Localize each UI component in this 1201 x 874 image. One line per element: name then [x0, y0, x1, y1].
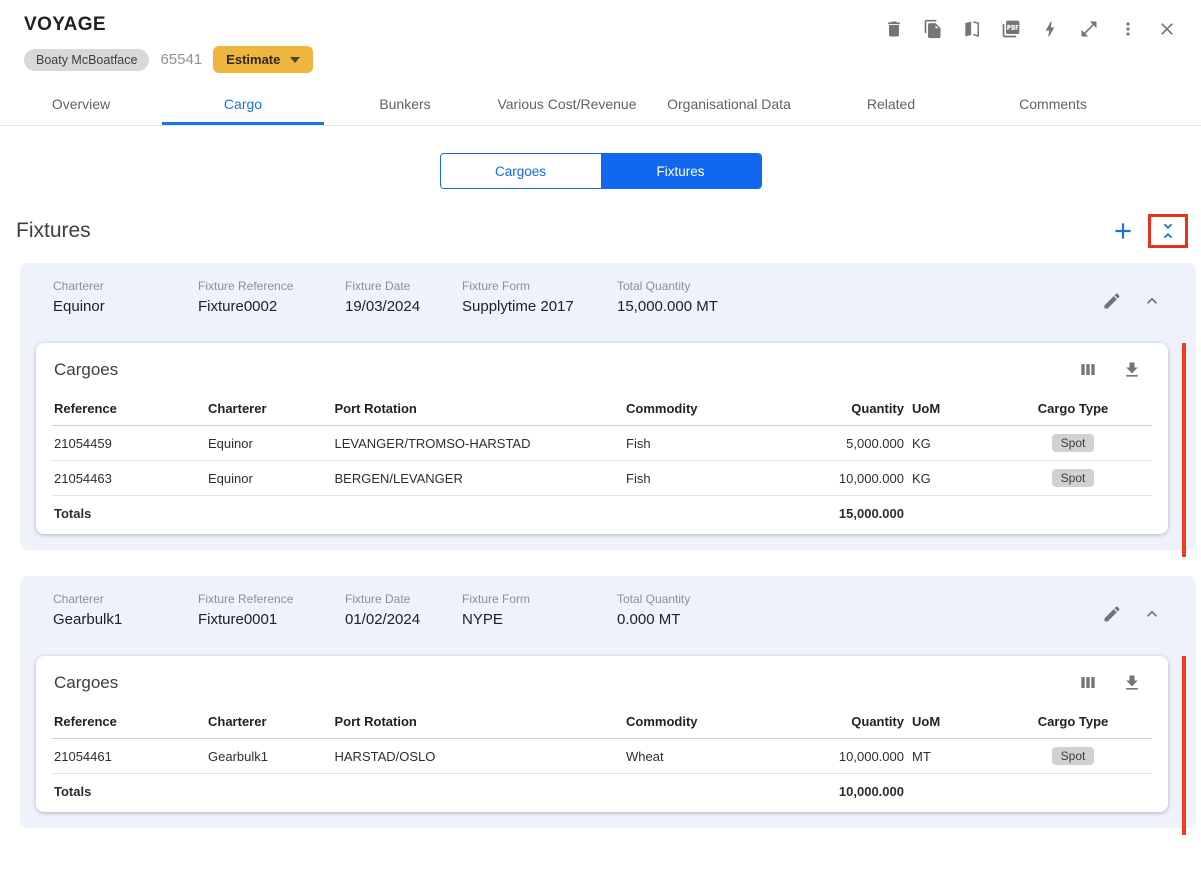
header-action-icons	[884, 19, 1177, 39]
fixture-card-gearbulk1: Charterer Gearbulk1 Fixture Reference Fi…	[20, 576, 1196, 835]
totals-quantity: 15,000.000	[838, 506, 904, 521]
table-row[interactable]: 21054463 Equinor BERGEN/LEVANGER Fish 10…	[52, 460, 1152, 496]
cargoes-panel: Cargoes Reference Charterer Port Rotatio	[36, 343, 1168, 534]
duplicate-icon[interactable]	[923, 19, 943, 39]
voyage-header: VOYAGE	[0, 0, 1201, 73]
table-row[interactable]: 21054459 Equinor LEVANGER/TROMSO-HARSTAD…	[52, 425, 1152, 461]
field-fixture-form: Fixture Form Supplytime 2017	[462, 279, 574, 315]
field-charterer: Charterer Equinor	[53, 279, 105, 315]
highlight-red-bar	[1182, 343, 1186, 557]
tab-organisational-data[interactable]: Organisational Data	[667, 96, 791, 112]
collapse-all-button[interactable]	[1148, 214, 1188, 248]
table-header-row: Reference Charterer Port Rotation Commod…	[52, 704, 1152, 739]
tab-cargo[interactable]: Cargo	[162, 84, 324, 125]
tab-bunkers[interactable]: Bunkers	[379, 96, 431, 112]
download-icon[interactable]	[1122, 360, 1142, 380]
cargoes-fixtures-toggle: Cargoes Fixtures	[439, 153, 762, 189]
cargo-type-badge: Spot	[1051, 747, 1095, 765]
field-fixture-date: Fixture Date 01/02/2024	[345, 592, 421, 628]
edit-fixture-icon[interactable]	[1102, 604, 1122, 624]
toggle-fixtures-button[interactable]: Fixtures	[600, 154, 761, 188]
edit-fixture-icon[interactable]	[1102, 291, 1122, 311]
field-total-quantity: Total Quantity 15,000.000 MT	[617, 279, 718, 315]
section-title-fixtures: Fixtures	[16, 219, 91, 242]
field-fixture-reference: Fixture Reference Fixture0002	[198, 279, 294, 315]
tab-related[interactable]: Related	[866, 96, 916, 112]
fixture-card-equinor: Charterer Equinor Fixture Reference Fixt…	[20, 263, 1196, 557]
download-icon[interactable]	[1122, 673, 1142, 693]
totals-row: Totals 10,000.000	[52, 774, 1152, 811]
bolt-icon[interactable]	[1040, 19, 1060, 39]
cargo-type-badge: Spot	[1051, 469, 1095, 487]
cargoes-panel: Cargoes Reference Charterer Port Rotatio	[36, 656, 1168, 812]
cargoes-table: Reference Charterer Port Rotation Commod…	[52, 704, 1152, 810]
voyage-id: 65541	[160, 51, 203, 68]
book-compare-icon[interactable]	[962, 19, 982, 39]
collapse-fixture-chevron-icon[interactable]	[1142, 291, 1162, 311]
column-settings-icon[interactable]	[1078, 360, 1098, 380]
page-title: VOYAGE	[24, 14, 106, 35]
tab-overview[interactable]: Overview	[51, 96, 111, 112]
highlight-red-bar	[1182, 656, 1186, 835]
field-charterer: Charterer Gearbulk1	[53, 592, 123, 628]
cargoes-panel-title: Cargoes	[54, 673, 119, 692]
cargoes-panel-title: Cargoes	[54, 360, 119, 379]
collapse-fixture-chevron-icon[interactable]	[1142, 604, 1162, 624]
field-fixture-reference: Fixture Reference Fixture0001	[198, 592, 294, 628]
cargoes-table: Reference Charterer Port Rotation Commod…	[52, 391, 1152, 532]
estimate-label: Estimate	[226, 52, 281, 67]
table-header-row: Reference Charterer Port Rotation Commod…	[52, 391, 1152, 426]
delete-icon[interactable]	[884, 19, 904, 39]
expand-fullscreen-icon[interactable]	[1079, 19, 1099, 39]
field-fixture-date: Fixture Date 19/03/2024	[345, 279, 421, 315]
cargo-type-badge: Spot	[1051, 434, 1095, 452]
tab-various-cost-revenue[interactable]: Various Cost/Revenue	[497, 96, 637, 112]
main-tab-bar: Overview Cargo Bunkers Various Cost/Reve…	[0, 84, 1201, 126]
field-total-quantity: Total Quantity 0.000 MT	[617, 592, 691, 628]
tab-comments[interactable]: Comments	[1019, 96, 1087, 112]
estimate-dropdown-button[interactable]: Estimate	[213, 46, 314, 73]
vessel-chip[interactable]: Boaty McBoatface	[24, 48, 150, 71]
field-fixture-form: Fixture Form NYPE	[462, 592, 531, 628]
table-row[interactable]: 21054461 Gearbulk1 HARSTAD/OSLO Wheat 10…	[52, 738, 1152, 774]
caret-down-icon	[290, 56, 301, 63]
toggle-cargoes-button[interactable]: Cargoes	[440, 154, 601, 188]
fixture-summary-fields: Charterer Equinor Fixture Reference Fixt…	[36, 279, 718, 315]
close-icon[interactable]	[1157, 19, 1177, 39]
column-settings-icon[interactable]	[1078, 673, 1098, 693]
fixture-summary-fields: Charterer Gearbulk1 Fixture Reference Fi…	[36, 592, 690, 628]
totals-quantity: 10,000.000	[838, 784, 904, 799]
more-options-icon[interactable]	[1118, 19, 1138, 39]
pdf-export-icon[interactable]	[1001, 19, 1021, 39]
unfold-less-icon	[1163, 223, 1173, 239]
add-fixture-button[interactable]	[1110, 218, 1136, 244]
totals-row: Totals 15,000.000	[52, 496, 1152, 533]
